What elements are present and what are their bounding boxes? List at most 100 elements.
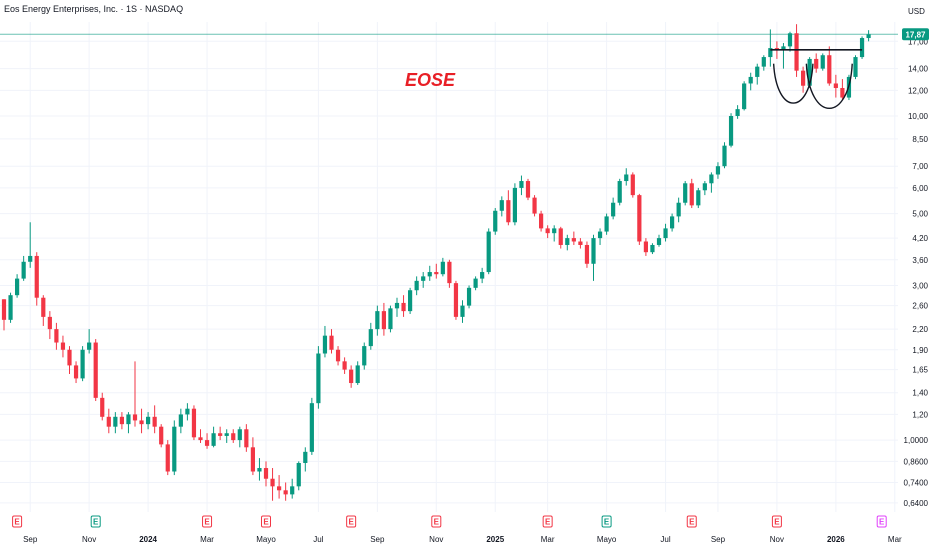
event-marker-earnings[interactable]: E	[771, 515, 782, 528]
y-tick-label: 2,60	[912, 302, 928, 311]
y-tick-label: 4,20	[912, 234, 928, 243]
candle-body	[349, 369, 354, 384]
candle-body	[290, 486, 295, 495]
y-tick-label: 1,40	[912, 389, 928, 398]
y-tick-label: 12,00	[908, 86, 929, 95]
price-axis[interactable]: 17,00 14,00 12,00 10,00 8,50 7,00 6,00 5,00 4,20…	[904, 37, 929, 508]
candle-body	[421, 276, 426, 281]
last-price-value: 17,87	[905, 30, 926, 39]
event-marker-label: E	[545, 518, 551, 527]
candle-body	[139, 420, 144, 425]
chart-pattern-drawing[interactable]	[770, 49, 863, 109]
event-marker-earnings[interactable]: E	[12, 515, 23, 528]
y-tick-label: 0,7400	[904, 478, 929, 487]
event-marker-box	[12, 515, 23, 528]
candle-body	[643, 241, 648, 253]
candle-body	[853, 57, 858, 77]
x-tick-label: Mayo	[256, 535, 276, 544]
candles	[1, 24, 871, 501]
candle-body	[126, 414, 131, 425]
chart-annotation[interactable]: EOSE	[405, 70, 456, 90]
candle-body	[539, 213, 544, 229]
candle-body	[650, 244, 655, 253]
x-tick-label: Sep	[711, 535, 726, 544]
candle-body	[578, 241, 583, 245]
event-marker-earnings[interactable]: E	[431, 515, 442, 528]
x-tick-label: Mar	[541, 535, 555, 544]
candle-body	[833, 83, 838, 89]
candle-body	[427, 272, 432, 277]
candle-body	[447, 261, 452, 284]
y-tick-label: 8,50	[912, 135, 928, 144]
candle-body	[296, 462, 301, 487]
event-marker-dividend[interactable]: E	[90, 515, 101, 528]
candle-body	[172, 426, 177, 472]
candle-body	[309, 403, 314, 452]
event-marker-box	[90, 515, 101, 528]
symbol-title: Eos Energy Enterprises, Inc. · 1S · NASD…	[4, 4, 183, 14]
candle-body	[689, 183, 694, 206]
currency-label: USD	[908, 7, 925, 16]
candle-body	[722, 145, 727, 167]
candle-body	[866, 34, 871, 39]
candle-body	[696, 190, 701, 206]
candle-body	[460, 305, 465, 317]
event-marker-earnings[interactable]: E	[542, 515, 553, 528]
event-marker-box	[771, 515, 782, 528]
x-tick-label: 2026	[827, 535, 845, 544]
candle-body	[263, 468, 269, 479]
cup-curve[interactable]	[805, 63, 853, 109]
x-tick-label: Nov	[429, 535, 443, 544]
candle-body	[453, 283, 459, 317]
candle-body	[683, 183, 688, 203]
candle-body	[368, 329, 373, 347]
event-marker-dividend[interactable]: E	[601, 515, 612, 528]
candle-body	[8, 295, 13, 320]
candle-body	[159, 426, 164, 445]
candle-body	[545, 228, 550, 234]
event-marker-earnings[interactable]: E	[686, 515, 697, 528]
event-marker-earnings[interactable]: E	[261, 515, 271, 528]
candle-body	[807, 58, 812, 86]
last-price-label: 17,87	[902, 28, 929, 41]
candle-body	[532, 197, 537, 214]
candle-body	[440, 261, 445, 275]
time-axis[interactable]: Sep Nov 2024 Mar Mayo Jul Sep Nov 2025 Mar Mayo Jul…	[23, 535, 902, 544]
candle-body	[814, 58, 819, 69]
candle-body	[342, 361, 347, 370]
candle-body	[80, 349, 85, 379]
candle-body	[552, 228, 557, 234]
event-marker-earnings[interactable]: E	[202, 515, 213, 528]
candle-body	[493, 210, 498, 232]
candle-body	[473, 278, 478, 288]
event-marker-box	[261, 515, 271, 528]
candle-body	[565, 238, 570, 245]
candle-body	[408, 290, 413, 312]
candle-body	[663, 228, 668, 239]
candle-body	[362, 346, 367, 366]
event-marker-earnings[interactable]: E	[346, 515, 357, 528]
candle-body	[204, 440, 210, 446]
candle-body	[191, 408, 197, 438]
candle-body	[519, 181, 524, 188]
y-tick-label: 1,20	[912, 410, 928, 419]
candle-body	[781, 46, 786, 50]
candle-body	[152, 416, 157, 427]
event-marker-future[interactable]: E	[876, 515, 887, 528]
cup-curve[interactable]	[772, 63, 814, 104]
x-tick-label: 2024	[139, 535, 157, 544]
y-tick-label: 5,00	[912, 210, 928, 219]
event-marker-box	[431, 515, 442, 528]
event-marker-label: E	[93, 518, 99, 527]
candle-body	[499, 200, 504, 211]
candle-body	[401, 302, 406, 312]
candle-body	[335, 349, 341, 362]
candle-body	[355, 365, 360, 384]
candle-body	[630, 174, 635, 196]
event-marker-box	[202, 515, 213, 528]
candle-body	[512, 187, 517, 223]
event-marker-box	[876, 515, 887, 528]
